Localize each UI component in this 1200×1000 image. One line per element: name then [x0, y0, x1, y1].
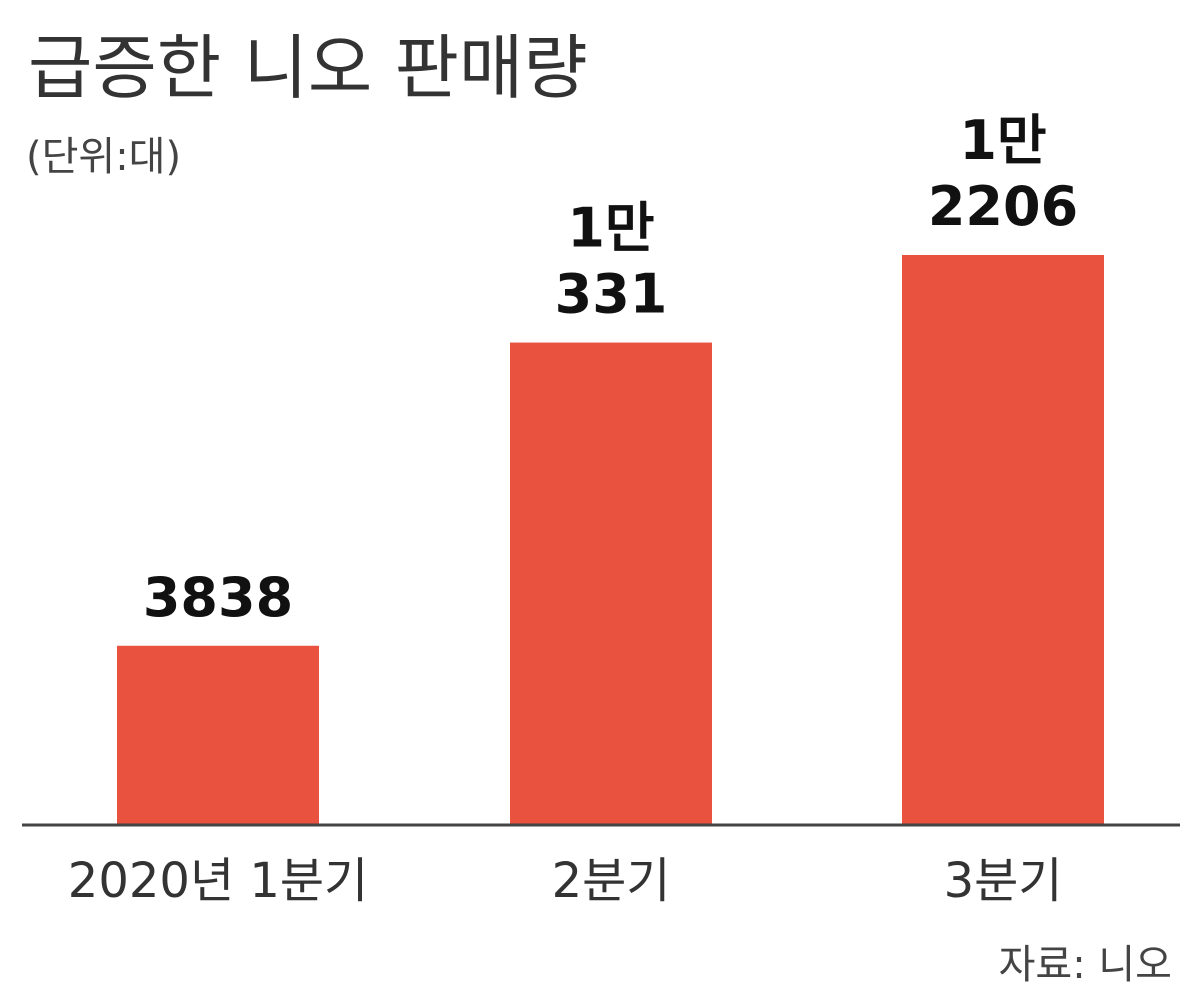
- x-tick-label-2: 2분기: [552, 853, 671, 909]
- bars-group: [117, 255, 1104, 825]
- x-tick-label-1: 2020년 1분기: [68, 853, 368, 909]
- chart-title: 급증한 니오 판매량: [28, 27, 588, 109]
- bar-2-value-label-line-1: 1만: [567, 197, 654, 260]
- bar-2: [510, 342, 712, 825]
- bar-3-value-label-line-2: 2206: [928, 175, 1078, 238]
- bar-2-value-label-line-2: 331: [555, 263, 668, 326]
- bar-3: [902, 255, 1104, 825]
- source-note: 자료: 니오: [999, 942, 1172, 988]
- bar-3-value-label-line-1: 1만: [959, 109, 1046, 172]
- unit-label: (단위:대): [26, 134, 181, 180]
- bar-1-value-label-line-1: 3838: [143, 566, 293, 629]
- x-tick-label-3: 3분기: [944, 853, 1063, 909]
- x-tick-labels-group: 2020년 1분기 2분기 3분기: [68, 853, 1063, 909]
- bar-1: [117, 645, 319, 825]
